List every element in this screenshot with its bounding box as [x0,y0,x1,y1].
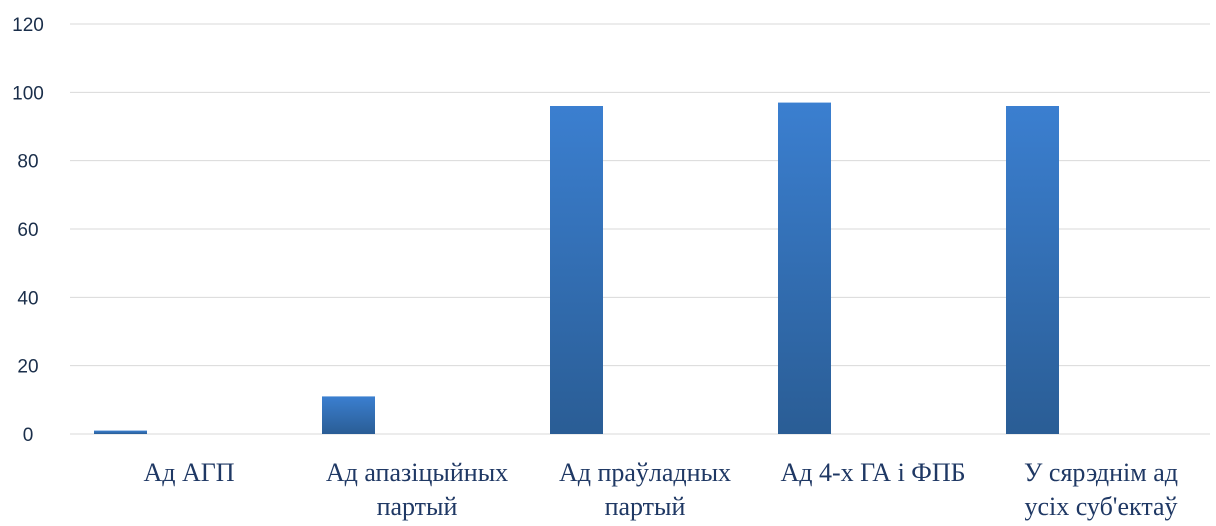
x-tick-label: Ад АГП [143,458,234,487]
bar [94,430,147,434]
x-tick-label: Ад праўладных партый [559,458,731,521]
y-tick-label: 40 [17,288,38,309]
x-tick-label: Ад апазіцыйных партый [326,458,508,521]
y-tick-label: 60 [17,220,38,241]
bars [94,102,1059,434]
bar [1006,106,1059,434]
y-axis-ticks: 0 20 40 60 80 100 120 [12,15,44,446]
y-tick-label: 20 [17,357,38,378]
y-tick-label: 0 [23,425,34,446]
y-tick-label: 100 [12,83,44,104]
bar [322,396,375,434]
x-tick-label: У сярэднім ад усіх суб'ектаў [1024,458,1178,521]
x-axis-ticks: Ад АГП Ад апазіцыйных партый Ад праўладных п… [143,458,1178,521]
y-tick-label: 80 [17,152,38,173]
gridlines [70,23,1210,435]
x-tick-label: Ад 4-х ГА і ФПБ [780,458,965,487]
bar [778,102,831,434]
bar [550,106,603,434]
y-tick-label: 120 [12,15,44,36]
